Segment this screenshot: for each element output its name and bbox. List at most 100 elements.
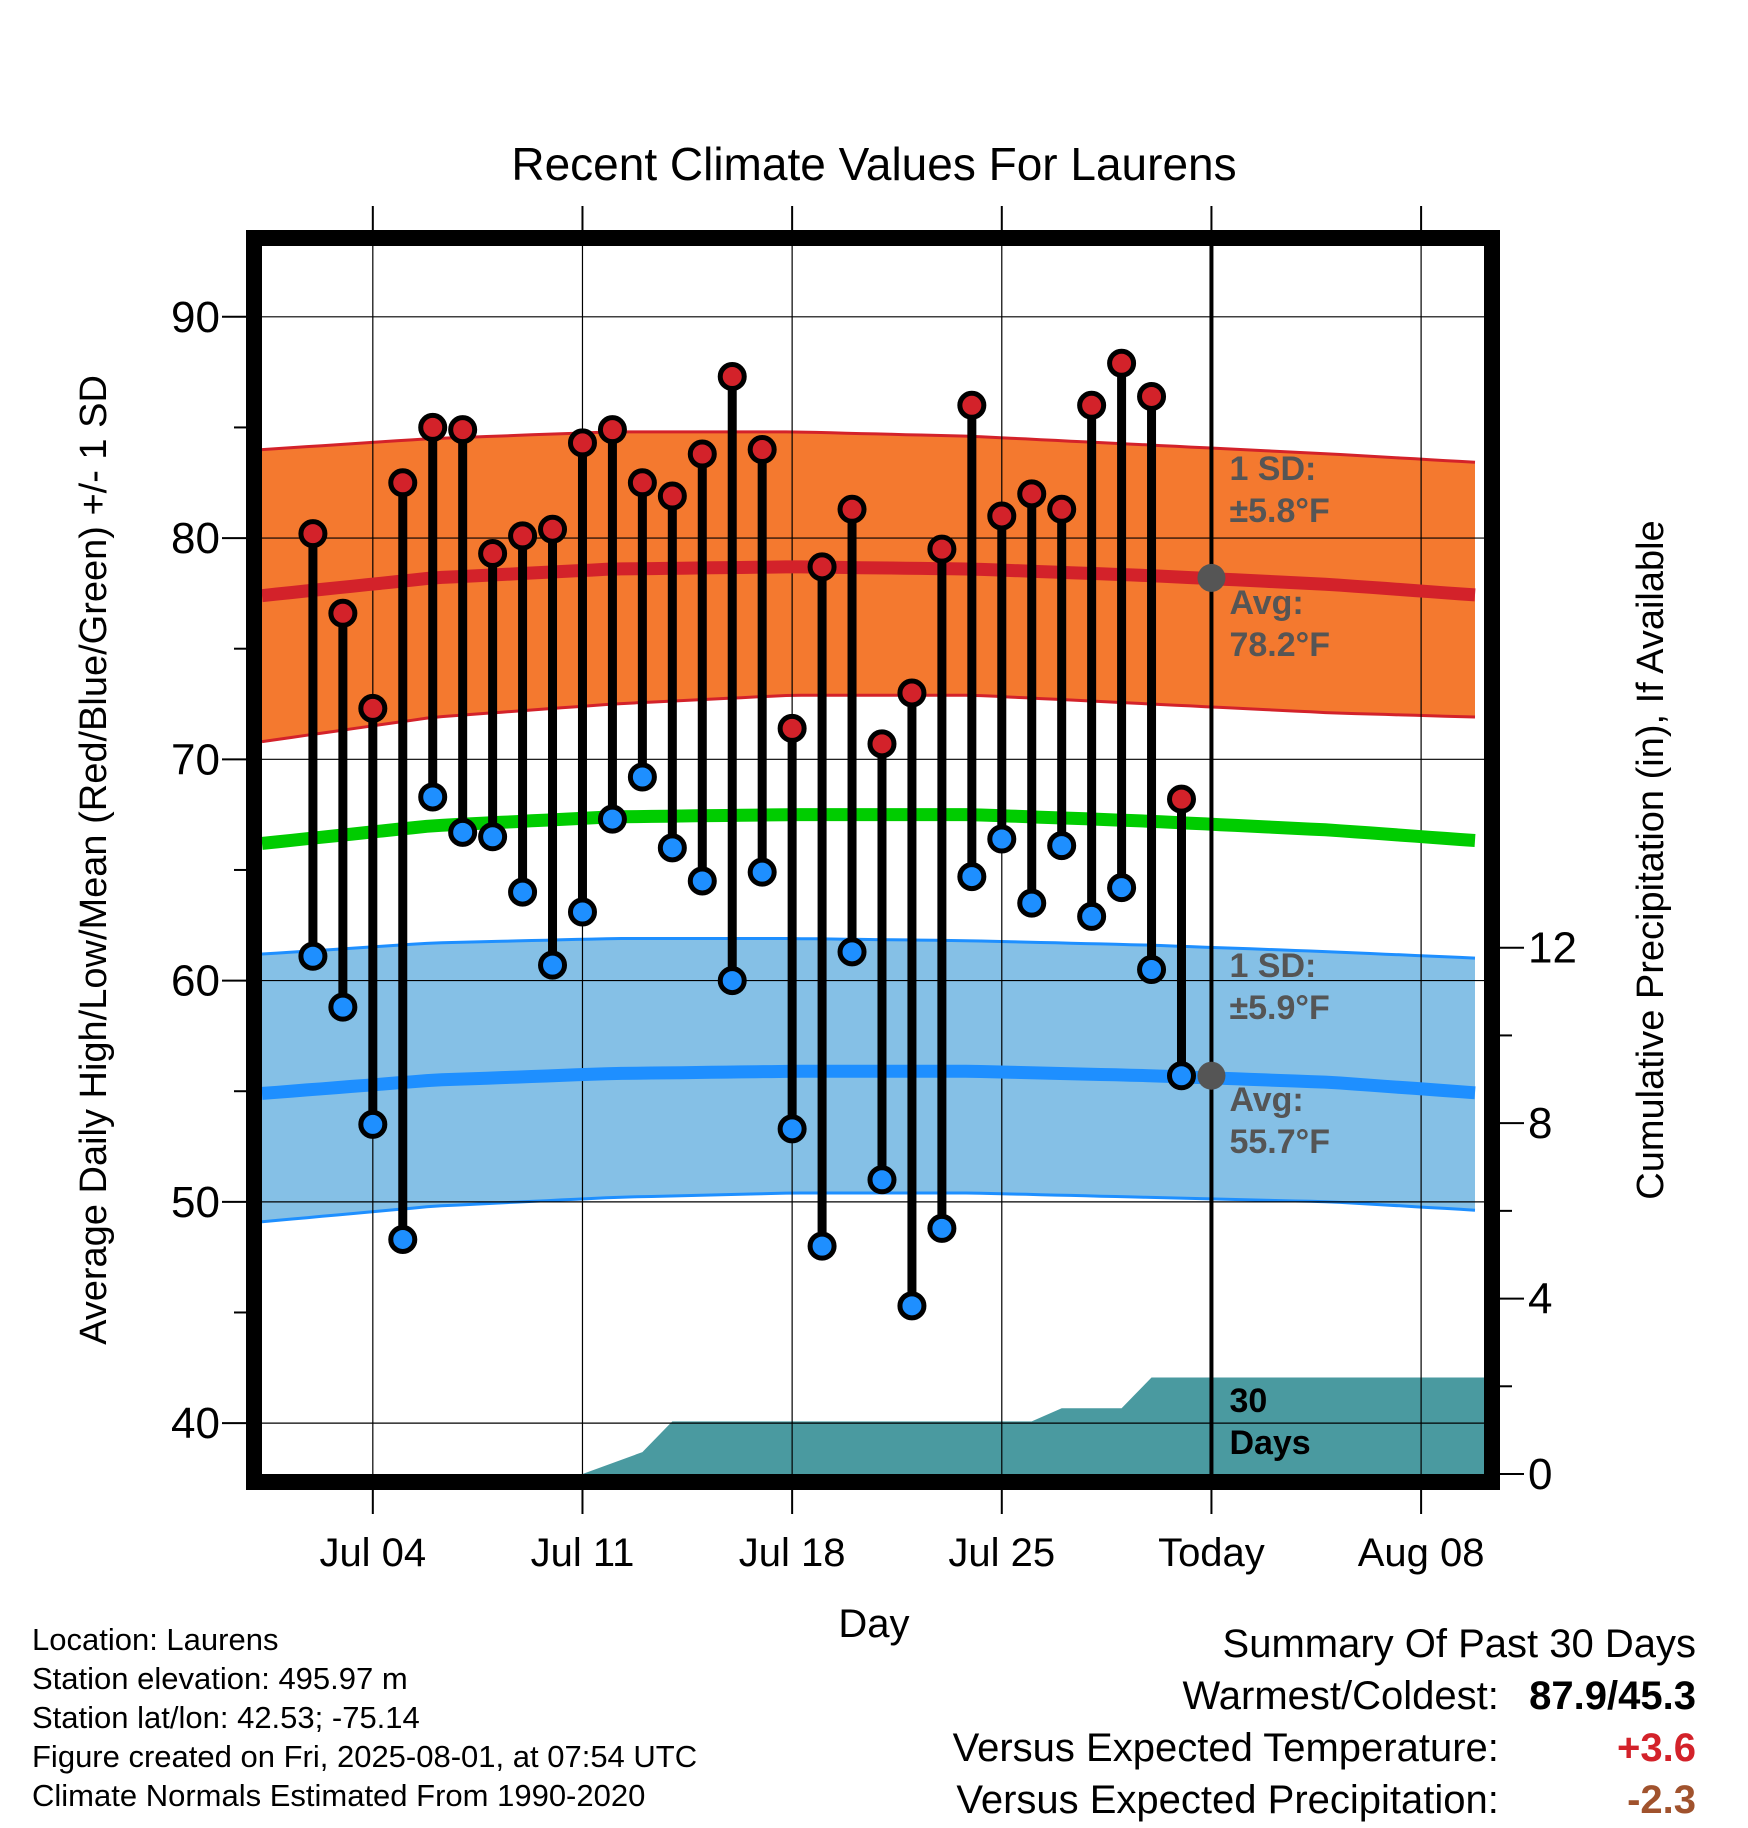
daily-high-point: [627, 468, 657, 498]
daily-high-point: [987, 501, 1017, 531]
daily-low-point: [567, 897, 597, 927]
low-avg-line: [262, 1064, 1476, 1100]
daily-low-point: [897, 1291, 927, 1321]
summary-panel: Summary Of Past 30 Days Warmest/Coldest:…: [953, 1618, 1696, 1826]
daily-high-point: [717, 362, 747, 392]
daily-high-point: [867, 729, 897, 759]
y-tick-label: 50: [171, 1178, 220, 1227]
daily-low-point: [298, 941, 328, 971]
mean-avg-line: [262, 808, 1476, 850]
daily-high-point: [597, 415, 627, 445]
x-tick-label: Jul 04: [319, 1531, 426, 1575]
x-tick-label: Jul 11: [531, 1531, 635, 1575]
daily-low-point: [538, 950, 568, 980]
daily-high-point: [687, 439, 717, 469]
y-axis-label: Average Daily High/Low/Mean (Red/Blue/Gr…: [73, 375, 115, 1345]
today-high-avg-marker: [1197, 563, 1226, 592]
today-low-avg-marker: [1197, 1061, 1226, 1090]
daily-low-point: [687, 866, 717, 896]
daily-high-point: [1077, 390, 1107, 420]
low-upper-line: [262, 937, 1476, 960]
daily-low-point: [508, 877, 538, 907]
y-tick-label: 40: [171, 1399, 220, 1448]
daily-high-point: [777, 713, 807, 743]
daily-high-point: [448, 415, 478, 445]
daily-low-point: [927, 1213, 957, 1243]
daily-high-point: [1017, 479, 1047, 509]
precip-value: -2.3: [1627, 1778, 1696, 1822]
daily-low-point: [328, 992, 358, 1022]
normals-text: Climate Normals Estimated From 1990-2020: [32, 1778, 646, 1813]
low-sd-annotation: 1 SD: ±5.9°F: [1229, 947, 1329, 1027]
summary-temp: Versus Expected Temperature: +3.6: [953, 1722, 1696, 1774]
precip-label: Versus Expected Precipitation:: [956, 1778, 1499, 1822]
daily-low-point: [807, 1231, 837, 1261]
daily-low-point: [597, 804, 627, 834]
daily-high-point: [508, 521, 538, 551]
daily-low-point: [1047, 831, 1077, 861]
latlon-text: Station lat/lon: 42.53; -75.14: [32, 1700, 420, 1735]
created-text: Figure created on Fri, 2025-08-01, at 07…: [32, 1739, 698, 1774]
daily-low-point: [358, 1109, 388, 1139]
chart-title: Recent Climate Values For Laurens: [511, 138, 1236, 190]
summary-warm-cold: Warmest/Coldest: 87.9/45.3: [953, 1670, 1697, 1722]
daily-high-point: [927, 534, 957, 564]
elevation-text: Station elevation: 495.97 m: [32, 1661, 408, 1696]
warm-cold-value: 87.9/45.3: [1529, 1674, 1696, 1718]
warm-cold-label: Warmest/Coldest:: [1182, 1674, 1499, 1718]
daily-high-point: [418, 412, 448, 442]
y-tick-label: 70: [171, 735, 220, 784]
y-right-tick-label: 8: [1528, 1099, 1552, 1148]
station-info: Location: Laurens Station elevation: 495…: [32, 1620, 697, 1815]
x-tick-label: Jul 18: [739, 1531, 846, 1575]
daily-low-point: [418, 782, 448, 812]
summary-heading: Summary Of Past 30 Days: [1222, 1622, 1696, 1666]
temp-label: Versus Expected Temperature:: [952, 1726, 1499, 1770]
daily-low-point: [777, 1114, 807, 1144]
daily-high-point: [807, 552, 837, 582]
daily-high-point: [897, 678, 927, 708]
daily-high-point: [657, 481, 687, 511]
y-tick-label: 80: [171, 514, 220, 563]
y-axis-right-label: Cumulative Precipitation (in), If Availa…: [1630, 520, 1672, 1199]
daily-low-point: [448, 817, 478, 847]
daily-low-point: [1137, 955, 1167, 985]
daily-high-point: [538, 514, 568, 544]
low-sd-band: [262, 938, 1475, 1222]
plot-frame: [246, 230, 1500, 1490]
daily-high-point: [957, 390, 987, 420]
daily-high-point: [298, 519, 328, 549]
y-tick-label: 90: [171, 293, 220, 342]
daily-low-point: [478, 822, 508, 852]
daily-low-point: [867, 1165, 897, 1195]
daily-high-point: [328, 598, 358, 628]
daily-low-point: [837, 937, 867, 967]
daily-low-point: [1017, 888, 1047, 918]
daily-low-point: [627, 762, 657, 792]
y-tick-label: 60: [171, 957, 220, 1006]
daily-low-point: [987, 824, 1017, 854]
daily-low-point: [1107, 873, 1137, 903]
daily-low-point: [388, 1224, 418, 1254]
low-lower-line: [262, 1191, 1476, 1224]
daily-high-point: [1047, 494, 1077, 524]
summary-precip: Versus Expected Precipitation: -2.3: [953, 1774, 1696, 1826]
daily-low-point: [657, 833, 687, 863]
daily-high-point: [1107, 348, 1137, 378]
daily-low-point: [957, 862, 987, 892]
high-sd-band: [262, 431, 1475, 742]
daily-high-point: [388, 468, 418, 498]
x-tick-label: Today: [1158, 1531, 1265, 1575]
daily-high-point: [1137, 381, 1167, 411]
x-tick-label: Jul 25: [948, 1531, 1055, 1575]
daily-low-point: [1077, 901, 1107, 931]
daily-low-point: [1166, 1061, 1196, 1091]
high-avg-annotation: Avg: 78.2°F: [1229, 584, 1330, 664]
temp-value: +3.6: [1617, 1726, 1696, 1770]
location-text: Location: Laurens: [32, 1622, 279, 1657]
daily-high-point: [837, 494, 867, 524]
daily-high-point: [567, 428, 597, 458]
precip-days-annotation: 30 Days: [1229, 1382, 1310, 1462]
high-sd-annotation: 1 SD: ±5.8°F: [1229, 450, 1329, 530]
